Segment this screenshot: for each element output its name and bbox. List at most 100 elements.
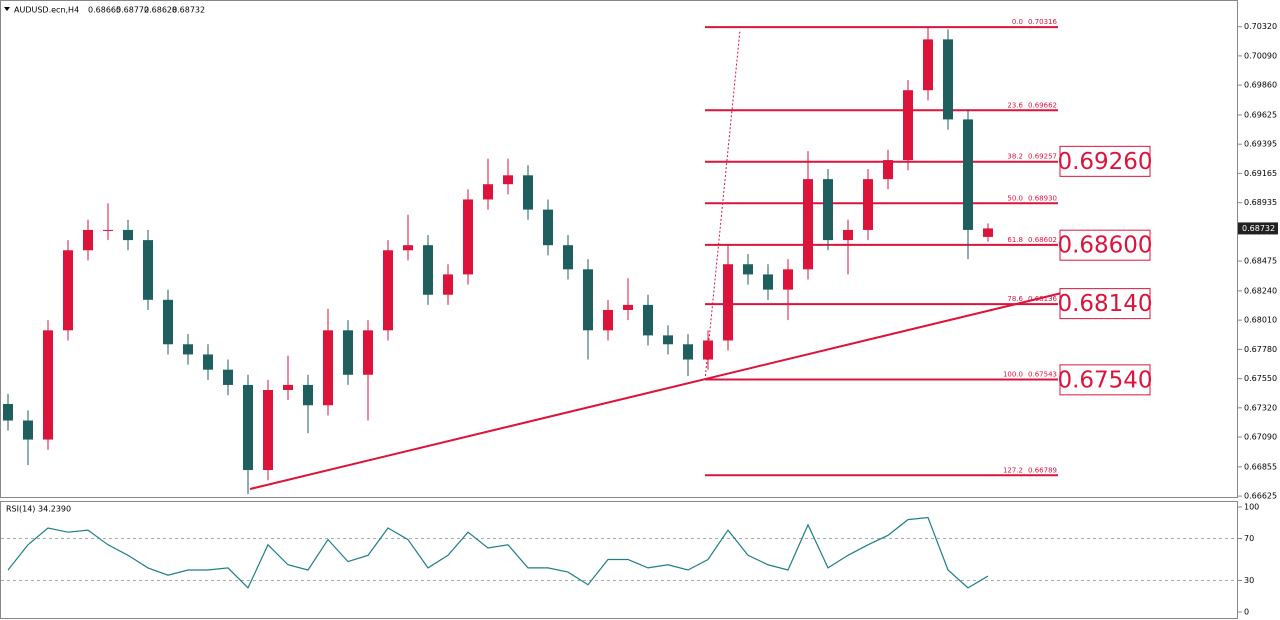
candle-body bbox=[523, 175, 533, 210]
candle-body bbox=[203, 354, 213, 370]
level-label: 0.69260 bbox=[1057, 149, 1152, 175]
fib-price: 0.68602 bbox=[1028, 236, 1057, 244]
candle-body bbox=[963, 119, 973, 230]
y-tick-label: 30 bbox=[1244, 576, 1254, 585]
candle-body bbox=[183, 344, 193, 355]
fib-level: 78.6 bbox=[1007, 295, 1023, 303]
fib-level: 0.0 bbox=[1012, 18, 1023, 26]
candle-body bbox=[383, 250, 393, 331]
fib-level: 127.2 bbox=[1003, 466, 1023, 474]
y-tick-label: 0.68010 bbox=[1244, 316, 1277, 325]
y-tick-label: 0.68240 bbox=[1244, 286, 1277, 295]
open-value: 0.68665 bbox=[88, 6, 121, 15]
candle-body bbox=[743, 264, 753, 275]
fib-level: 38.2 bbox=[1007, 153, 1023, 161]
y-tick-label: 0.67090 bbox=[1244, 433, 1277, 442]
candle-body bbox=[603, 309, 613, 331]
level-box bbox=[1059, 145, 1151, 177]
menu-arrow[interactable] bbox=[4, 7, 10, 11]
y-tick-label: 0.70320 bbox=[1244, 22, 1277, 31]
candle-body bbox=[23, 420, 33, 440]
y-tick-label: 0.67320 bbox=[1244, 403, 1277, 412]
candle-body bbox=[943, 39, 953, 120]
y-tick-label: 0.69395 bbox=[1244, 140, 1277, 149]
y-tick-label: 0.66625 bbox=[1244, 492, 1277, 501]
level-label: 0.68140 bbox=[1057, 291, 1152, 317]
rsi-value: 34.2390 bbox=[38, 505, 71, 514]
candle-body bbox=[163, 299, 173, 345]
fib-price: 0.70316 bbox=[1028, 18, 1057, 26]
candle-body bbox=[243, 384, 253, 471]
price-tag-label: 0.68732 bbox=[1242, 224, 1275, 233]
candle-body bbox=[763, 274, 773, 290]
level-box bbox=[1059, 364, 1151, 396]
fib-price: 0.68930 bbox=[1028, 194, 1057, 202]
candle-body bbox=[43, 330, 53, 440]
candle-body bbox=[3, 403, 13, 421]
candle-body bbox=[223, 369, 233, 385]
candle-body bbox=[843, 229, 853, 241]
fib-price: 0.69257 bbox=[1028, 153, 1057, 161]
y-tick-label: 0.67550 bbox=[1244, 374, 1277, 383]
level-box bbox=[1059, 288, 1151, 320]
y-tick-label: 100 bbox=[1244, 503, 1259, 512]
level-label: 0.67540 bbox=[1057, 367, 1152, 393]
fib-price: 0.66789 bbox=[1028, 466, 1057, 474]
candle-body bbox=[983, 228, 993, 237]
candle-body bbox=[623, 304, 633, 310]
candle-body bbox=[923, 39, 933, 91]
y-tick-label: 0.70090 bbox=[1244, 51, 1277, 60]
candle-body bbox=[883, 160, 893, 180]
candle-body bbox=[803, 179, 813, 270]
y-tick-label: 0.67780 bbox=[1244, 345, 1277, 354]
fib-price: 0.69662 bbox=[1028, 101, 1057, 109]
rsi-pane-frame bbox=[0, 501, 1238, 619]
candle-body bbox=[443, 274, 453, 295]
candle-body bbox=[63, 250, 73, 331]
candle-body bbox=[283, 384, 293, 391]
y-tick-label: 0.69165 bbox=[1244, 169, 1277, 178]
high-value: 0.68772 bbox=[116, 6, 149, 15]
candle-body bbox=[123, 229, 133, 241]
candle-body bbox=[83, 229, 93, 251]
level-box bbox=[1059, 229, 1151, 261]
candle-body bbox=[143, 240, 153, 300]
y-tick-label: 70 bbox=[1244, 534, 1254, 543]
candle-body bbox=[483, 184, 493, 200]
fib-level: 23.6 bbox=[1007, 101, 1023, 109]
candle-body bbox=[423, 245, 433, 295]
candle-body bbox=[783, 269, 793, 290]
candle-body bbox=[343, 330, 353, 375]
fib-level: 61.8 bbox=[1007, 236, 1023, 244]
low-value: 0.68628 bbox=[144, 6, 177, 15]
main-pane-frame bbox=[0, 0, 1238, 498]
rsi-title: RSI(14) bbox=[6, 505, 35, 514]
fib-trend bbox=[704, 29, 741, 381]
close-value: 0.68732 bbox=[172, 6, 205, 15]
candle-body bbox=[363, 330, 373, 375]
rsi-line bbox=[7, 516, 989, 589]
y-tick-label: 0 bbox=[1244, 608, 1249, 617]
fib-price: 0.68136 bbox=[1028, 295, 1057, 303]
candle-body bbox=[503, 175, 513, 185]
y-tick-label: 0.66855 bbox=[1244, 462, 1277, 471]
candle-body bbox=[823, 179, 833, 241]
candle-body bbox=[263, 390, 273, 471]
candle-body bbox=[863, 179, 873, 230]
y-tick-label: 0.69625 bbox=[1244, 110, 1277, 119]
y-tick-label: 0.68935 bbox=[1244, 198, 1277, 207]
candle-body bbox=[723, 264, 733, 341]
candle-body bbox=[403, 245, 413, 251]
candle-body bbox=[563, 245, 573, 270]
fib-level: 100.0 bbox=[1003, 370, 1023, 378]
level-label: 0.68600 bbox=[1057, 233, 1152, 259]
candle-body bbox=[903, 90, 913, 161]
y-tick-label: 0.69860 bbox=[1244, 81, 1277, 90]
candle-body bbox=[463, 199, 473, 275]
candle-body bbox=[643, 304, 653, 336]
candle-body bbox=[583, 269, 593, 331]
candle-body bbox=[103, 229, 113, 231]
fib-price: 0.67543 bbox=[1028, 370, 1057, 378]
candle-body bbox=[543, 209, 553, 246]
